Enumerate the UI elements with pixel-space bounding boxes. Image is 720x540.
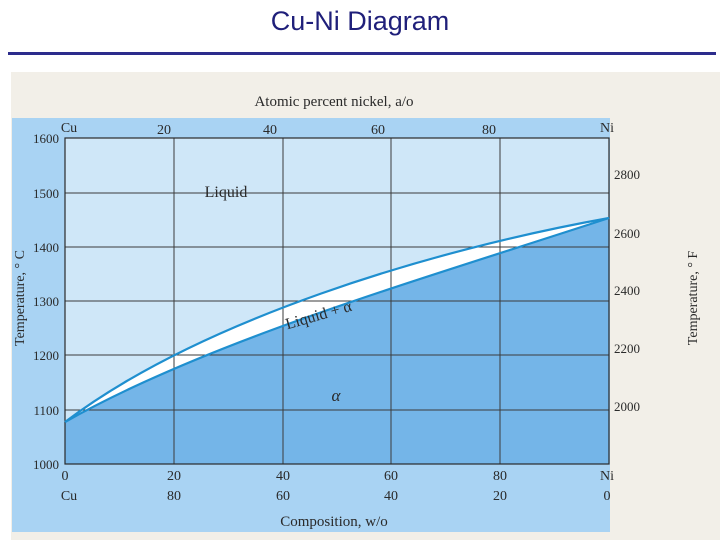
liquidus-curve — [64, 216, 610, 423]
left-axis-title: Temperature, ° C — [13, 250, 28, 346]
bottom-tick-row2-20: 20 — [493, 489, 507, 504]
grid — [65, 138, 609, 464]
top-right-label: Ni — [600, 121, 614, 136]
slide-title: Cu-Ni Diagram — [270, 6, 450, 36]
bottom-tick-row1-20: 20 — [167, 469, 181, 484]
bottom-tick-row1-80: 80 — [493, 469, 507, 484]
left-tick-1200: 1200 — [33, 348, 59, 363]
right-tick-2600: 2600 — [614, 226, 640, 241]
top-tick-20: 20 — [157, 123, 171, 138]
left-tick-1000: 1000 — [33, 457, 59, 472]
top-axis-title: Atomic percent nickel, a/o — [254, 94, 413, 110]
bottom-tick-row2-40: 40 — [384, 489, 398, 504]
bottom-tick-row1-0: 0 — [62, 469, 69, 484]
right-tick-2200: 2200 — [614, 341, 640, 356]
region-label-liquid: Liquid — [205, 184, 248, 201]
right-tick-2800: 2800 — [614, 167, 640, 182]
bottom-axis-title: Composition, w/o — [280, 514, 388, 530]
bottom-tick-row1-40: 40 — [276, 469, 290, 484]
solidus-curve — [64, 216, 610, 423]
bottom-tick-row2-80: 80 — [167, 489, 181, 504]
left-tick-1300: 1300 — [33, 294, 59, 309]
bottom-tick-row1-ni: Ni — [600, 469, 614, 484]
top-tick-80: 80 — [482, 123, 496, 138]
top-left-label: Cu — [61, 121, 77, 136]
left-tick-1400: 1400 — [33, 240, 59, 255]
bottom-tick-row2-cu: Cu — [61, 489, 77, 504]
bottom-tick-row2-0: 0 — [604, 489, 611, 504]
title-rule — [8, 52, 716, 55]
right-tick-2400: 2400 — [614, 283, 640, 298]
right-tick-2000: 2000 — [614, 399, 640, 414]
alpha-region — [65, 218, 609, 464]
right-axis-title: Temperature, ° F — [686, 251, 701, 346]
bottom-tick-row1-60: 60 — [384, 469, 398, 484]
top-tick-60: 60 — [371, 123, 385, 138]
top-tick-40: 40 — [263, 123, 277, 138]
left-tick-1100: 1100 — [33, 403, 59, 418]
left-tick-1500: 1500 — [33, 186, 59, 201]
region-label-alpha: α — [332, 386, 342, 405]
plot-frame — [64, 137, 610, 465]
left-tick-1600: 1600 — [33, 131, 59, 146]
bottom-tick-row2-60: 60 — [276, 489, 290, 504]
